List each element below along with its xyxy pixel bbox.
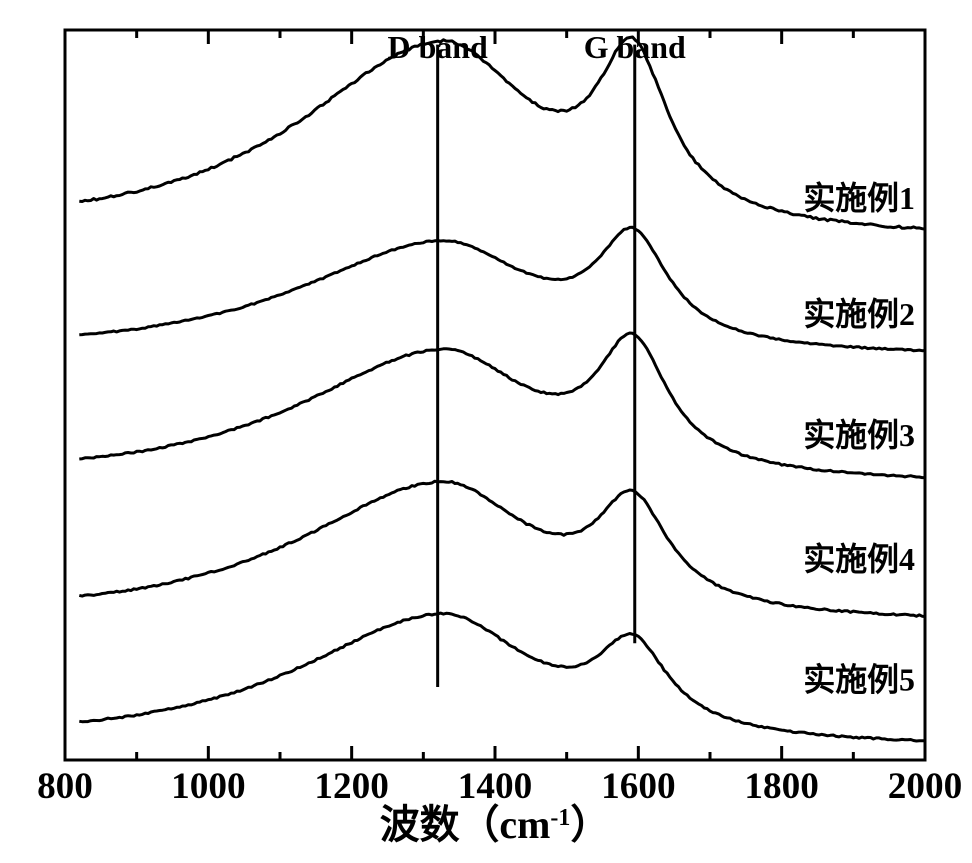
chart-canvas: 800 1000 1200 1400 1600 1800 2000 波数（cm-1） D ban… bbox=[0, 0, 972, 863]
spectrum-example3 bbox=[79, 333, 925, 478]
xtick-label: 1800 bbox=[744, 766, 818, 807]
spectrum-example1 bbox=[79, 37, 925, 229]
series-label-example3: 实施例3 bbox=[803, 418, 915, 453]
series-label-example1: 实施例1 bbox=[803, 181, 915, 216]
d-band-label: D band bbox=[388, 30, 488, 65]
spectrum-example2 bbox=[79, 227, 925, 350]
xtick-label: 1400 bbox=[458, 766, 532, 807]
series-label-example2: 实施例2 bbox=[803, 297, 915, 332]
xtick-label: 1600 bbox=[601, 766, 675, 807]
plot-frame bbox=[65, 30, 925, 760]
series-label-example4: 实施例4 bbox=[803, 542, 915, 577]
raman-spectra-figure: 800 1000 1200 1400 1600 1800 2000 波数（cm-1） D ban… bbox=[0, 0, 972, 863]
x-axis-label: 波数（cm-1） bbox=[380, 802, 610, 847]
xtick-label: 800 bbox=[37, 766, 93, 807]
g-band-label: G band bbox=[584, 30, 686, 65]
xtick-label: 1000 bbox=[171, 766, 245, 807]
series-label-example5: 实施例5 bbox=[803, 663, 915, 698]
xtick-label: 2000 bbox=[888, 766, 962, 807]
spectrum-example5 bbox=[79, 613, 925, 741]
spectrum-example4 bbox=[79, 481, 925, 616]
xtick-label: 1200 bbox=[314, 766, 388, 807]
